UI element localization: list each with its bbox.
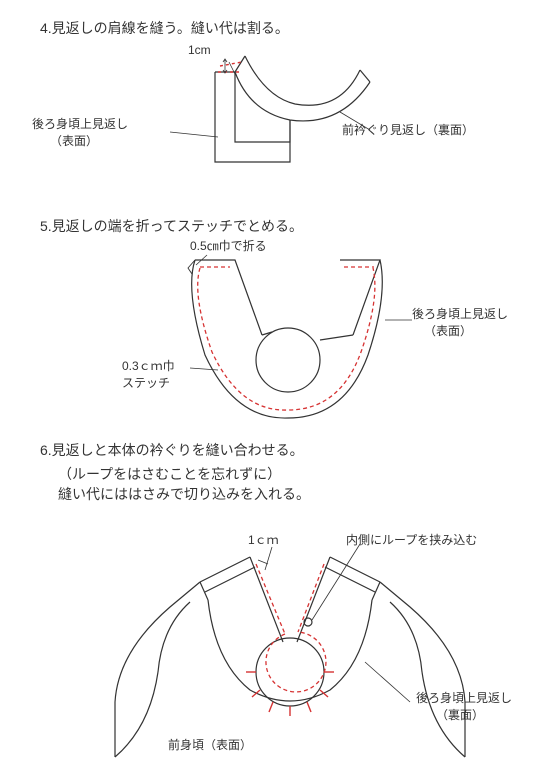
label-front-facing: 前衿ぐり見返し（裏面） — [342, 122, 474, 139]
label-stitch: 0.3ｃｍ巾 ステッチ — [122, 358, 175, 392]
label-stitch-2: ステッチ — [122, 376, 170, 390]
label-back-facing-5: 後ろ身頃上見返し （表面） — [412, 306, 508, 340]
label-6-back-1: 後ろ身頃上見返し — [416, 691, 512, 705]
step-4: 4.見返しの肩線を縫う。縫い代は割る。 — [40, 18, 526, 192]
label-6-back: 後ろ身頃上見返し （裏面） — [416, 690, 512, 724]
label-back-facing-5-2: （表面） — [412, 324, 472, 338]
label-6-1cm: 1ｃｍ — [248, 532, 279, 549]
label-back-facing: 後ろ身頃上見返し （表面） — [32, 116, 128, 150]
step-6-diagram: 1ｃｍ 内側にループを挟み込む 後ろ身頃上見返し （裏面） 前身頃（表面） — [40, 512, 526, 762]
label-back-facing-1: 後ろ身頃上見返し — [32, 117, 128, 131]
step-6-line2: （ループをはさむことを忘れずに） — [58, 464, 526, 484]
step-6-svg — [40, 512, 540, 762]
label-stitch-1: 0.3ｃｍ巾 — [122, 359, 175, 373]
step-5: 5.見返しの端を折ってステッチでとめる。 — [40, 216, 526, 430]
label-6-loop: 内側にループを挟み込む — [346, 532, 477, 549]
step-4-title: 4.見返しの肩線を縫う。縫い代は割る。 — [40, 18, 526, 38]
label-fold: 0.5㎝巾で折る — [190, 238, 267, 255]
step-6-line3: 縫い代にははさみで切り込みを入れる。 — [58, 484, 526, 504]
label-back-facing-2: （表面） — [32, 134, 98, 148]
step-6-title: 6.見返しと本体の衿ぐりを縫い合わせる。 — [40, 440, 526, 460]
step-5-diagram: 0.5㎝巾で折る 0.3ｃｍ巾 ステッチ 後ろ身頃上見返し （表面） — [40, 240, 526, 430]
label-6-back-2: （裏面） — [416, 708, 484, 722]
label-1cm: 1cm — [188, 42, 211, 59]
label-6-front: 前身頃（表面） — [168, 737, 252, 754]
step-4-diagram: 1cm 後ろ身頃上見返し （表面） 前衿ぐり見返し（裏面） — [40, 42, 526, 192]
step-6: 6.見返しと本体の衿ぐりを縫い合わせる。 （ループをはさむことを忘れずに） 縫い… — [40, 440, 526, 762]
label-back-facing-5-1: 後ろ身頃上見返し — [412, 307, 508, 321]
step-5-title: 5.見返しの端を折ってステッチでとめる。 — [40, 216, 526, 236]
